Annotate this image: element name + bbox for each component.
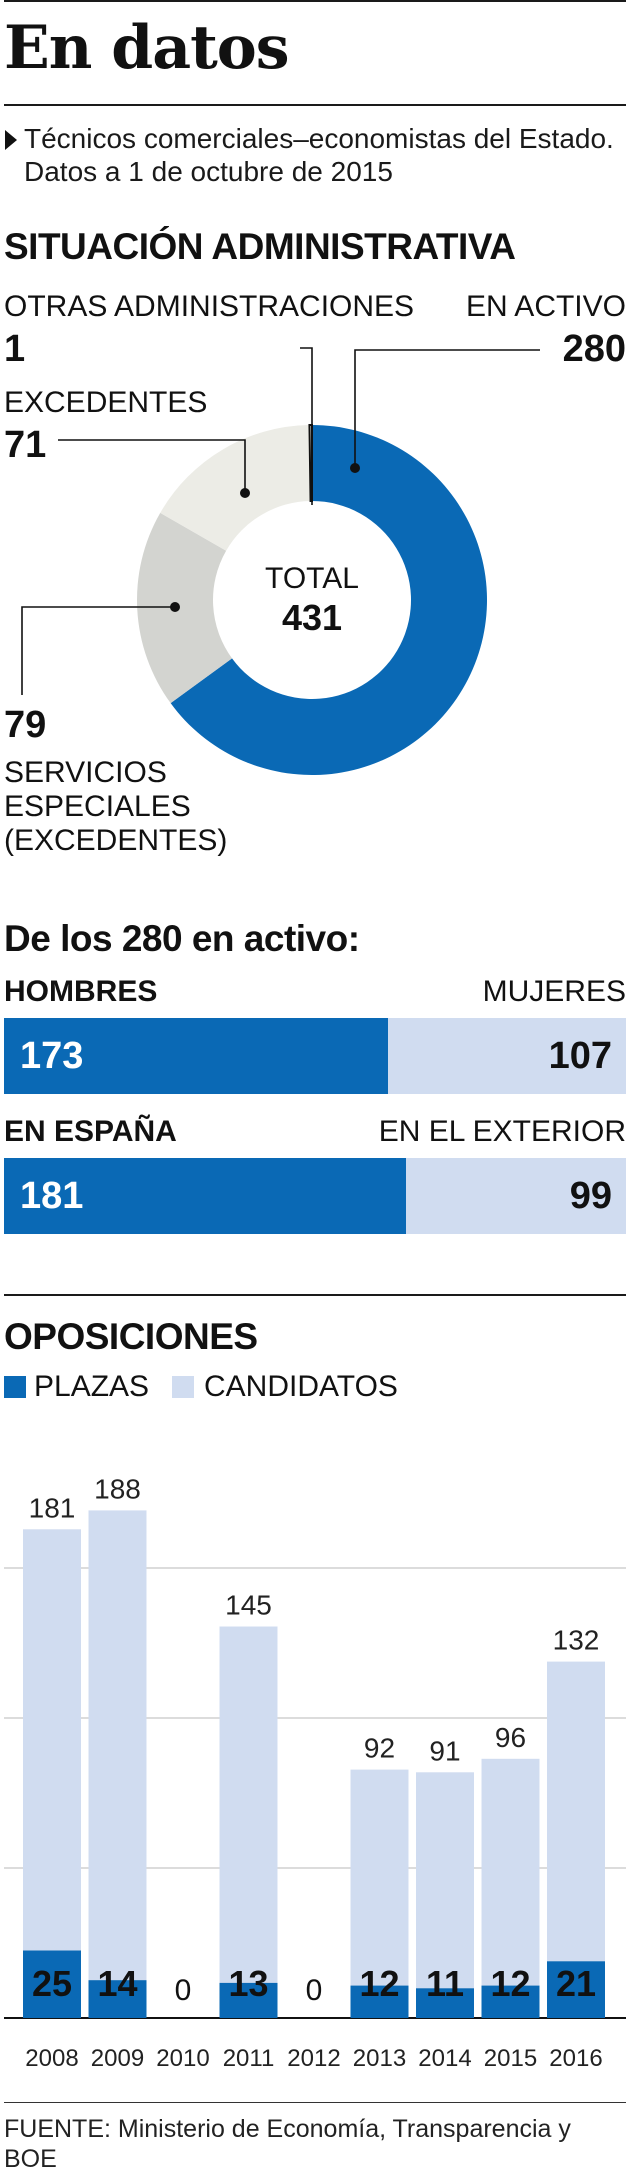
title-rule xyxy=(4,104,626,106)
otras-label: OTRAS ADMINISTRACIONES xyxy=(4,290,415,323)
servicios-label: SERVICIOS ESPECIALES (EXCEDENTES) xyxy=(4,756,227,858)
plazas-bar-2016 xyxy=(547,1961,605,2018)
exterior-bar-segment xyxy=(406,1158,626,1234)
excedentes-value: 71 xyxy=(4,424,47,466)
plazas-label-2011: 13 xyxy=(228,1963,268,2004)
hombres-bar-segment xyxy=(4,1018,388,1094)
oposiciones-rule xyxy=(4,1294,626,1296)
plazas-label-2015: 12 xyxy=(490,1963,530,2004)
espana-value: 181 xyxy=(20,1175,84,1217)
plazas-label-2014: 11 xyxy=(426,1963,464,2004)
source-rule xyxy=(4,2102,626,2103)
subtitle-line-1: Técnicos comerciales–economistas del Est… xyxy=(24,123,614,154)
oposiciones-heading: OPOSICIONES xyxy=(4,1316,258,1357)
candidatos-bar-2011 xyxy=(219,1626,278,2018)
donut-slice-en-activo xyxy=(170,425,488,775)
leader-line-excedentes xyxy=(58,439,246,490)
plazas-bar-2014 xyxy=(416,1988,474,2018)
plazas-bar-2011 xyxy=(219,1982,278,2018)
year-label-2015: 2015 xyxy=(484,2045,537,2072)
mujeres-bar-segment xyxy=(388,1018,626,1094)
gender-bar: 173 107 xyxy=(4,1018,626,1094)
espana-bar-segment xyxy=(4,1158,406,1234)
exterior-value: 99 xyxy=(569,1175,612,1217)
year-label-2013: 2013 xyxy=(353,2045,406,2072)
subtitle: Técnicos comerciales–economistas del Est… xyxy=(24,122,624,188)
legend-candidatos-label: CANDIDATOS xyxy=(204,1370,398,1403)
legend-candidatos-swatch xyxy=(172,1376,194,1398)
plazas-bar-2009 xyxy=(88,1980,147,2018)
plazas-label-2009: 14 xyxy=(97,1963,137,2004)
plazas-label-2013: 12 xyxy=(359,1963,399,2004)
candidatos-label-2015: 96 xyxy=(495,1722,526,1753)
leader-line-servicios xyxy=(21,606,175,695)
year-label-2008: 2008 xyxy=(25,2045,78,2072)
plazas-bar-2015 xyxy=(481,1985,540,2018)
mujeres-label: MUJERES xyxy=(482,975,626,1008)
chart-labels: 181 25 2008 188 14 2009 0 2010 145 13 2011 0 2012 92 1… xyxy=(25,1473,602,2072)
excedentes-label: EXCEDENTES xyxy=(4,386,208,419)
leader-line-otras xyxy=(300,347,313,505)
bullet-triangle-icon xyxy=(5,130,17,150)
hombres-label: HOMBRES xyxy=(4,975,158,1008)
candidatos-label-2011: 145 xyxy=(225,1590,272,1621)
servicios-label-line-2: ESPECIALES xyxy=(4,790,191,823)
location-bar: 181 99 xyxy=(4,1158,626,1234)
candidatos-label-2009: 188 xyxy=(94,1473,141,1504)
candidatos-label-2016: 132 xyxy=(553,1625,600,1656)
exterior-label: EN EL EXTERIOR xyxy=(378,1115,626,1148)
year-label-2010: 2010 xyxy=(156,2045,209,2072)
legend-plazas-label: PLAZAS xyxy=(34,1370,150,1403)
plazas-label-2008: 25 xyxy=(32,1963,72,2004)
servicios-label-line-3: (EXCEDENTES) xyxy=(4,824,228,857)
plazas-bar-2013 xyxy=(350,1985,409,2018)
candidatos-bar-2013 xyxy=(350,1769,409,2018)
candidatos-label-2008: 181 xyxy=(29,1492,76,1523)
plazas-bar-2008 xyxy=(23,1950,81,2018)
servicios-value: 79 xyxy=(4,704,47,746)
mujeres-value: 107 xyxy=(548,1035,612,1077)
leader-dot-excedentes xyxy=(240,488,250,498)
year-label-2011: 2011 xyxy=(223,2045,275,2072)
activo-heading: De los 280 en activo: xyxy=(4,918,360,959)
subtitle-line-2: Datos a 1 de octubre de 2015 xyxy=(24,156,393,187)
plazas-label-2010: 0 xyxy=(175,1974,192,2007)
activo-label: EN ACTIVO xyxy=(465,290,626,323)
candidatos-label-2014: 91 xyxy=(429,1735,460,1766)
source-note: FUENTE: Ministerio de Economía, Transpar… xyxy=(4,2115,571,2173)
situacion-heading: SITUACIÓN ADMINISTRATIVA xyxy=(4,226,516,267)
donut-chart: TOTAL 431 xyxy=(21,347,540,775)
plazas-label-2012: 0 xyxy=(306,1974,323,2007)
candidatos-label-2013: 92 xyxy=(364,1733,395,1764)
candidatos-bar-2016 xyxy=(547,1661,605,2018)
hombres-value: 173 xyxy=(20,1035,84,1077)
servicios-label-line-1: SERVICIOS xyxy=(4,756,167,789)
donut-total-value: 431 xyxy=(282,597,342,638)
candidatos-bar-2014 xyxy=(416,1772,474,2018)
donut-slice-servicios-especiales xyxy=(137,512,233,704)
leader-line-activo xyxy=(354,349,540,465)
espana-label: EN ESPAÑA xyxy=(4,1115,177,1148)
leader-dot-activo xyxy=(350,463,360,473)
candidatos-bar-2015 xyxy=(481,1758,540,2018)
top-rule xyxy=(4,0,626,2)
year-label-2014: 2014 xyxy=(418,2045,471,2072)
legend-plazas-swatch xyxy=(4,1376,26,1398)
plazas-label-2016: 21 xyxy=(556,1963,596,2004)
donut-total-label: TOTAL xyxy=(265,562,359,595)
year-label-2012: 2012 xyxy=(287,2045,340,2072)
year-label-2016: 2016 xyxy=(549,2045,602,2072)
candidatos-bar-2009 xyxy=(88,1510,147,2018)
otras-value: 1 xyxy=(4,328,26,370)
donut-slice-excedentes xyxy=(160,425,311,551)
page-title: En datos xyxy=(4,13,290,83)
oposiciones-chart: 181 25 2008 188 14 2009 0 2010 145 13 2011 0 2012 92 1… xyxy=(4,1473,626,2072)
activo-value: 280 xyxy=(562,328,626,370)
donut-slices xyxy=(137,423,488,775)
year-label-2009: 2009 xyxy=(91,2045,144,2072)
chart-bars xyxy=(23,1510,605,2018)
leader-dot-servicios xyxy=(170,602,180,612)
candidatos-bar-2008 xyxy=(23,1529,81,2018)
